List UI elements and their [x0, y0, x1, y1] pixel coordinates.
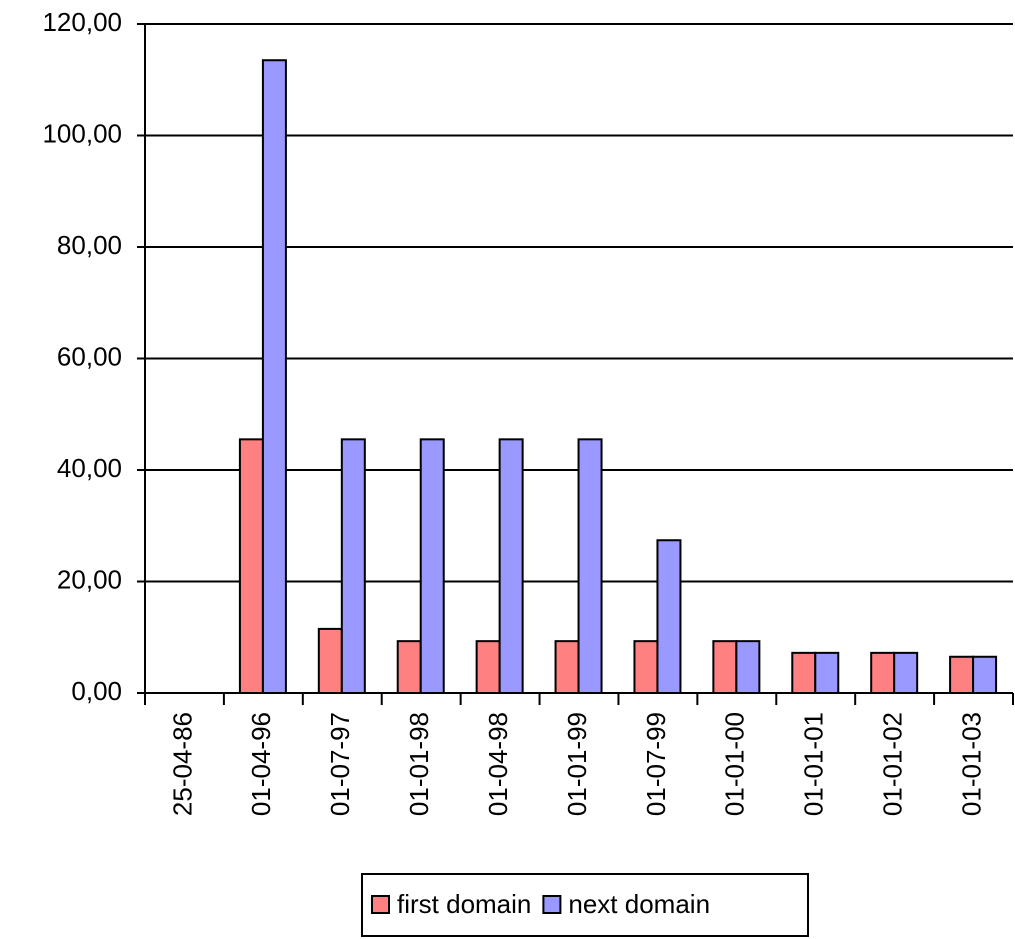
- x-tick-label: 25-04-86: [167, 712, 197, 816]
- bar: [577, 438, 603, 694]
- y-tick-label: 80,00: [57, 230, 122, 260]
- x-tick-label: 01-01-00: [720, 712, 750, 816]
- bar: [949, 655, 975, 695]
- x-tick-label: 01-04-96: [246, 712, 276, 816]
- legend: [361, 873, 809, 937]
- x-tick-label: 01-07-97: [325, 712, 355, 816]
- legend-label: first domain: [397, 889, 531, 919]
- bar: [317, 627, 343, 695]
- bar: [893, 651, 919, 694]
- x-tick-label: 01-01-03: [956, 712, 986, 816]
- y-tick-label: 120,00: [42, 7, 122, 37]
- bar: [972, 655, 998, 695]
- x-tick-label: 01-04-98: [483, 712, 513, 816]
- y-tick-label: 40,00: [57, 453, 122, 483]
- x-tick-label: 01-01-01: [799, 712, 829, 816]
- bar: [633, 640, 659, 695]
- x-tick-label: 01-01-98: [404, 712, 434, 816]
- x-tick-label: 01-01-02: [878, 712, 908, 816]
- bar: [419, 438, 445, 694]
- bar: [238, 438, 264, 694]
- bar: [396, 640, 422, 695]
- bar: [498, 438, 524, 694]
- y-tick-label: 20,00: [57, 564, 122, 594]
- bar: [475, 640, 501, 695]
- bar: [340, 438, 366, 694]
- legend-swatch: [371, 895, 390, 914]
- bar: [735, 640, 761, 695]
- bar: [656, 539, 682, 694]
- x-tick-label: 01-07-99: [641, 712, 671, 816]
- bar: [870, 651, 896, 694]
- bar: [261, 59, 287, 695]
- bar: [554, 640, 580, 695]
- bar: [712, 640, 738, 695]
- bar: [791, 651, 817, 694]
- x-tick-label: 01-01-99: [562, 712, 592, 816]
- bar: [814, 651, 840, 694]
- legend-label: next domain: [568, 889, 710, 919]
- y-tick-label: 0,00: [71, 676, 122, 706]
- y-tick-label: 100,00: [42, 118, 122, 148]
- legend-swatch: [542, 895, 562, 914]
- y-tick-label: 60,00: [57, 341, 122, 371]
